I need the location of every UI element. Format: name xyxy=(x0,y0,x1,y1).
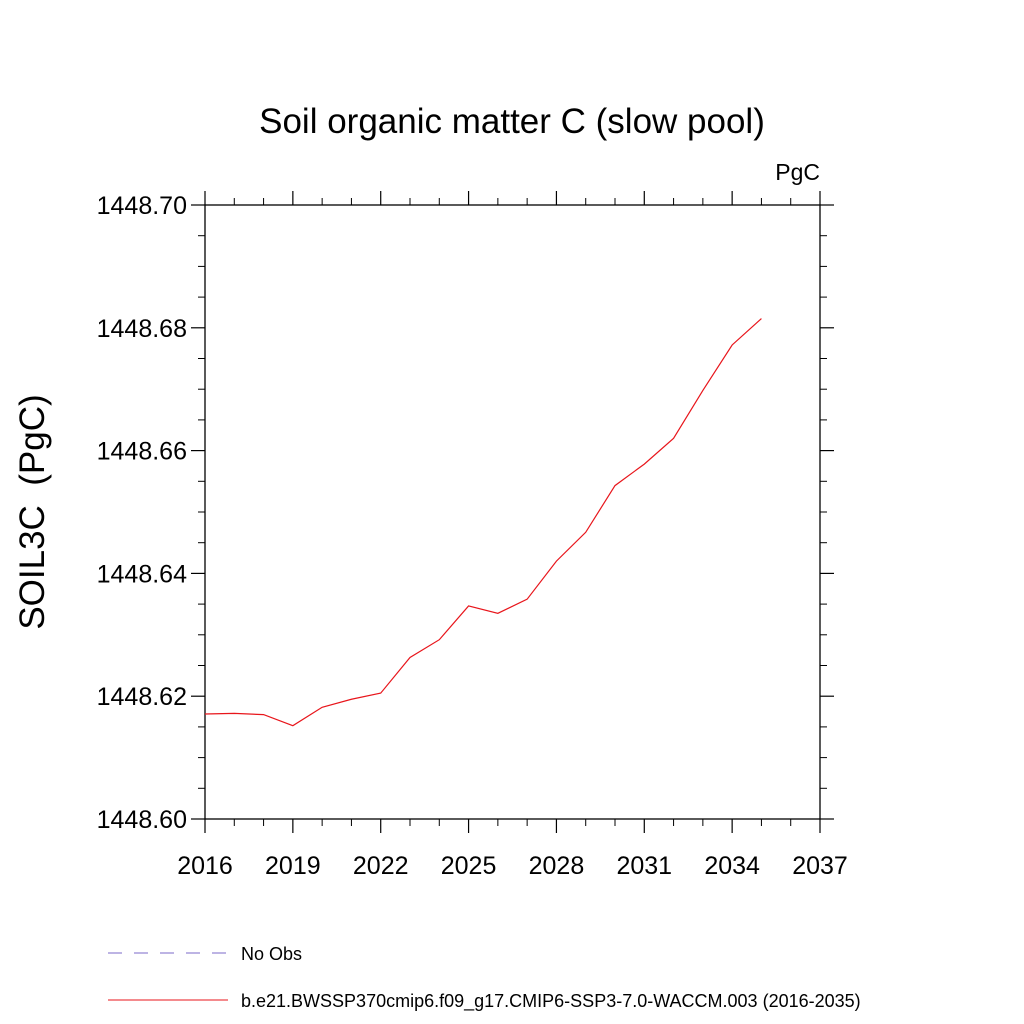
x-tick-label: 2022 xyxy=(353,852,409,880)
x-tick-label: 2016 xyxy=(177,852,233,880)
legend-label-2: b.e21.BWSSP370cmip6.f09_g17.CMIP6-SSP3-7… xyxy=(241,991,861,1012)
units-label: PgC xyxy=(775,159,820,185)
x-tick-label: 2019 xyxy=(265,852,321,880)
y-tick-label: 1448.68 xyxy=(97,315,187,343)
plot-frame xyxy=(204,204,821,820)
x-tick-label: 2025 xyxy=(441,852,497,880)
x-tick-label: 2037 xyxy=(792,852,848,880)
x-tick-label: 2028 xyxy=(529,852,585,880)
y-axis-label: SOIL3C (PgC) xyxy=(13,394,52,629)
legend: No Obs b.e21.BWSSP370cmip6.f09_g17.CMIP6-… xyxy=(108,944,861,1012)
series-layer xyxy=(204,318,762,727)
y-tick-label: 1448.62 xyxy=(97,683,187,711)
y-tick-label: 1448.70 xyxy=(97,192,187,220)
x-tick-label: 2034 xyxy=(704,852,760,880)
x-tick-label: 2031 xyxy=(616,852,672,880)
chart-title: Soil organic matter C (slow pool) xyxy=(259,102,765,141)
y-tick-label: 1448.64 xyxy=(97,560,187,588)
legend-label-1: No Obs xyxy=(241,944,302,964)
series-line-2 xyxy=(204,318,762,727)
y-tick-label: 1448.66 xyxy=(97,438,187,466)
axes: 2016 2019 2022 2025 2028 2031 2034 2037 1448.60 1… xyxy=(97,191,848,880)
y-tick-label: 1448.60 xyxy=(97,806,187,834)
